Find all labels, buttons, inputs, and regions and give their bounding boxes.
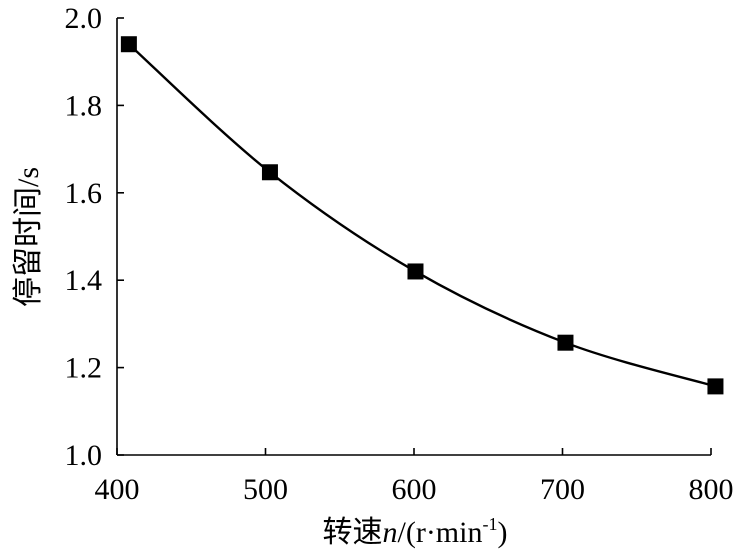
x-ticks: 400 500 600 700 800 (95, 448, 734, 506)
x-tick-label: 700 (540, 473, 585, 506)
y-tick-label: 1.6 (65, 177, 103, 210)
series (120, 36, 724, 395)
x-tick-label: 500 (243, 473, 288, 506)
x-tick-label: 800 (689, 473, 734, 506)
data-point-marker (120, 36, 137, 53)
data-point-marker (557, 334, 574, 351)
data-point-marker (261, 164, 278, 181)
x-tick-label: 400 (95, 473, 140, 506)
y-tick-label: 1.8 (65, 89, 103, 122)
y-tick-label: 2.0 (65, 2, 103, 35)
x-tick-label: 600 (392, 473, 437, 506)
data-point-marker (407, 263, 424, 280)
axes (116, 18, 711, 456)
y-axis-title: 停留时间/s (12, 167, 45, 307)
y-tick-label: 1.2 (65, 352, 103, 385)
data-point-marker (707, 378, 724, 395)
series-line (128, 43, 716, 388)
y-tick-label: 1.4 (65, 264, 103, 297)
y-ticks: 1.0 1.2 1.4 1.6 1.8 2.0 (65, 2, 124, 472)
y-tick-label: 1.0 (65, 439, 103, 472)
x-axis-title: 转速n/(r·min-1) (323, 514, 508, 549)
